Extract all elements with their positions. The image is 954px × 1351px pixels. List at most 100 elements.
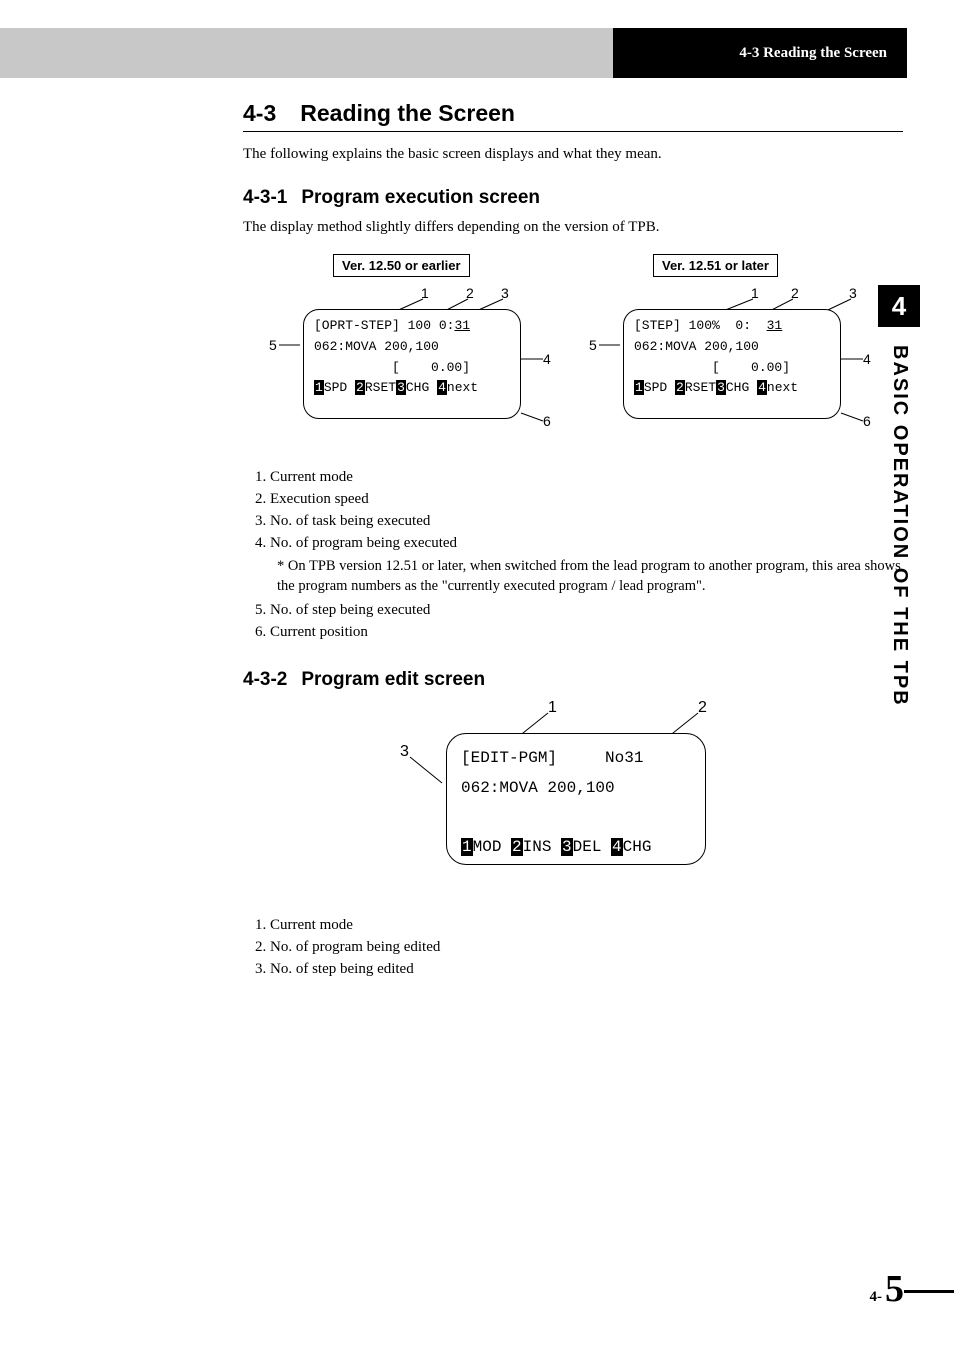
edit-l1b: No31: [605, 749, 643, 767]
edit-l3: [461, 803, 693, 833]
page-number: 4- 5: [870, 1267, 905, 1311]
screen-b-m1: 1: [634, 380, 644, 395]
list-item: 2. No. of program being edited: [255, 939, 903, 956]
list-item: 1. Current mode: [255, 469, 903, 486]
screen-a-m1: 1: [314, 380, 324, 395]
edit-l2: 062:MOVA 200,100: [461, 774, 693, 804]
sub2-name: Program edit screen: [301, 669, 485, 691]
subsection-2-title: 4-3-2 Program edit screen: [243, 669, 903, 691]
callout-a-3: 3: [501, 285, 509, 301]
callout-e-2: 2: [698, 699, 707, 717]
screen-b-l1: [STEP] 100% 0: 31: [634, 316, 832, 337]
edit-l1a: [EDIT-PGM]: [461, 749, 605, 767]
chapter-number-badge: 4: [878, 285, 920, 327]
edit-m4t: CHG: [623, 838, 652, 856]
main-content: 4-3 Reading the Screen The following exp…: [243, 100, 903, 1006]
callout-a-1: 1: [421, 285, 429, 301]
screen-a-l1b: 31: [454, 318, 470, 333]
edit-legend-list: 1. Current mode 2. No. of program being …: [255, 917, 903, 978]
edit-l1: [EDIT-PGM] No31: [461, 744, 693, 774]
callout-b-1: 1: [751, 285, 759, 301]
edit-m1: 1: [461, 838, 473, 856]
section-name: Reading the Screen: [300, 100, 515, 127]
list-item: 6. Current position: [255, 624, 903, 641]
sub1-name: Program execution screen: [301, 187, 540, 209]
exec-legend-list: 1. Current mode 2. Execution speed 3. No…: [255, 469, 903, 641]
screen-col-a: Ver. 12.50 or earlier 1 2 3 5 4 6: [273, 254, 553, 445]
screen-b-m4: 4: [757, 380, 767, 395]
screen-a-m1t: SPD: [324, 380, 355, 395]
list-item: 1. Current mode: [255, 917, 903, 934]
callout-a-6: 6: [543, 413, 551, 429]
screen-a-l1a: [OPRT-STEP] 100 0:: [314, 318, 454, 333]
callout-a-2: 2: [466, 285, 474, 301]
sub1-intro: The display method slightly differs depe…: [243, 219, 903, 236]
sub1-num: 4-3-1: [243, 187, 287, 209]
screen-a-l1: [OPRT-STEP] 100 0:31: [314, 316, 512, 337]
screen-a-m3t: CHG: [406, 380, 437, 395]
screen-a-m4t: next: [447, 380, 478, 395]
screen-b-l3: [ 0.00]: [634, 358, 832, 379]
screen-a-box: [OPRT-STEP] 100 0:31 062:MOVA 200,100 [ …: [303, 309, 521, 419]
callout-a-5: 5: [269, 337, 277, 353]
screen-a-wrap: 1 2 3 5 4 6 [OPRT-STEP] 100 0:31 062:MOV…: [273, 295, 553, 445]
edit-m2: 2: [511, 838, 523, 856]
callout-b-3: 3: [849, 285, 857, 301]
list-item: 3. No. of step being edited: [255, 961, 903, 978]
screen-b-m3t: CHG: [726, 380, 757, 395]
section-title: 4-3 Reading the Screen: [243, 100, 903, 132]
screen-b-m4t: next: [767, 380, 798, 395]
header-black-band: 4-3 Reading the Screen: [613, 28, 907, 78]
header-gray-band: [0, 28, 613, 78]
chapter-label: BASIC OPERATION OF THE TPB: [888, 345, 911, 707]
screen-b-box: [STEP] 100% 0: 31 062:MOVA 200,100 [ 0.0…: [623, 309, 841, 419]
version-label-b: Ver. 12.51 or later: [653, 254, 778, 277]
edit-screen-wrap: 1 2 3 [EDIT-PGM] No31 062:MOVA 200,100 1…: [398, 703, 748, 893]
screen-b-l1b: 31: [767, 318, 783, 333]
edit-m3: 3: [561, 838, 573, 856]
edit-box: [EDIT-PGM] No31 062:MOVA 200,100 1MOD 2I…: [446, 733, 706, 865]
screen-b-m3: 3: [716, 380, 726, 395]
exec-screens-row: Ver. 12.50 or earlier 1 2 3 5 4 6: [243, 254, 903, 445]
sub2-num: 4-3-2: [243, 669, 287, 691]
header-title: 4-3 Reading the Screen: [739, 45, 887, 62]
screen-a-m2: 2: [355, 380, 365, 395]
page-prefix: 4-: [870, 1289, 883, 1306]
edit-m4: 4: [611, 838, 623, 856]
callout-b-6: 6: [863, 413, 871, 429]
edit-m1t: MOD: [473, 838, 511, 856]
list-item-note: * On TPB version 12.51 or later, when sw…: [277, 557, 903, 596]
screen-b-m1t: SPD: [644, 380, 675, 395]
list-item: 3. No. of task being executed: [255, 513, 903, 530]
screen-a-m2t: RSET: [365, 380, 396, 395]
section-num: 4-3: [243, 100, 276, 127]
list-item: 4. No. of program being executed: [255, 535, 903, 552]
screen-b-l1a: [STEP] 100% 0:: [634, 318, 767, 333]
callout-e-1: 1: [548, 699, 557, 717]
callout-e-3: 3: [400, 743, 409, 761]
screen-a-m4: 4: [437, 380, 447, 395]
callout-b-4: 4: [863, 351, 871, 367]
screen-a-m3: 3: [396, 380, 406, 395]
edit-m2t: INS: [523, 838, 561, 856]
callout-a-4: 4: [543, 351, 551, 367]
page-header: 4-3 Reading the Screen: [0, 0, 954, 78]
screen-b-wrap: 1 2 3 5 4 6 [STEP] 100% 0: 31 062:MOVA 2…: [593, 295, 873, 445]
screen-b-l2: 062:MOVA 200,100: [634, 337, 832, 358]
screen-b-menu: 1SPD 2RSET3CHG 4next: [634, 378, 832, 399]
screen-col-b: Ver. 12.51 or later 1 2 3 5 4 6: [593, 254, 873, 445]
callout-b-5: 5: [589, 337, 597, 353]
screen-a-l2: 062:MOVA 200,100: [314, 337, 512, 358]
version-label-a: Ver. 12.50 or earlier: [333, 254, 470, 277]
callout-b-2: 2: [791, 285, 799, 301]
section-intro: The following explains the basic screen …: [243, 146, 903, 163]
screen-b-m2t: RSET: [685, 380, 716, 395]
page-num-big: 5: [885, 1267, 904, 1311]
subsection-1-title: 4-3-1 Program execution screen: [243, 187, 903, 209]
screen-a-l3: [ 0.00]: [314, 358, 512, 379]
screen-a-menu: 1SPD 2RSET3CHG 4next: [314, 378, 512, 399]
list-item: 2. Execution speed: [255, 491, 903, 508]
edit-m3t: DEL: [573, 838, 611, 856]
chapter-tab: 4 BASIC OPERATION OF THE TPB: [878, 285, 920, 707]
screen-b-m2: 2: [675, 380, 685, 395]
